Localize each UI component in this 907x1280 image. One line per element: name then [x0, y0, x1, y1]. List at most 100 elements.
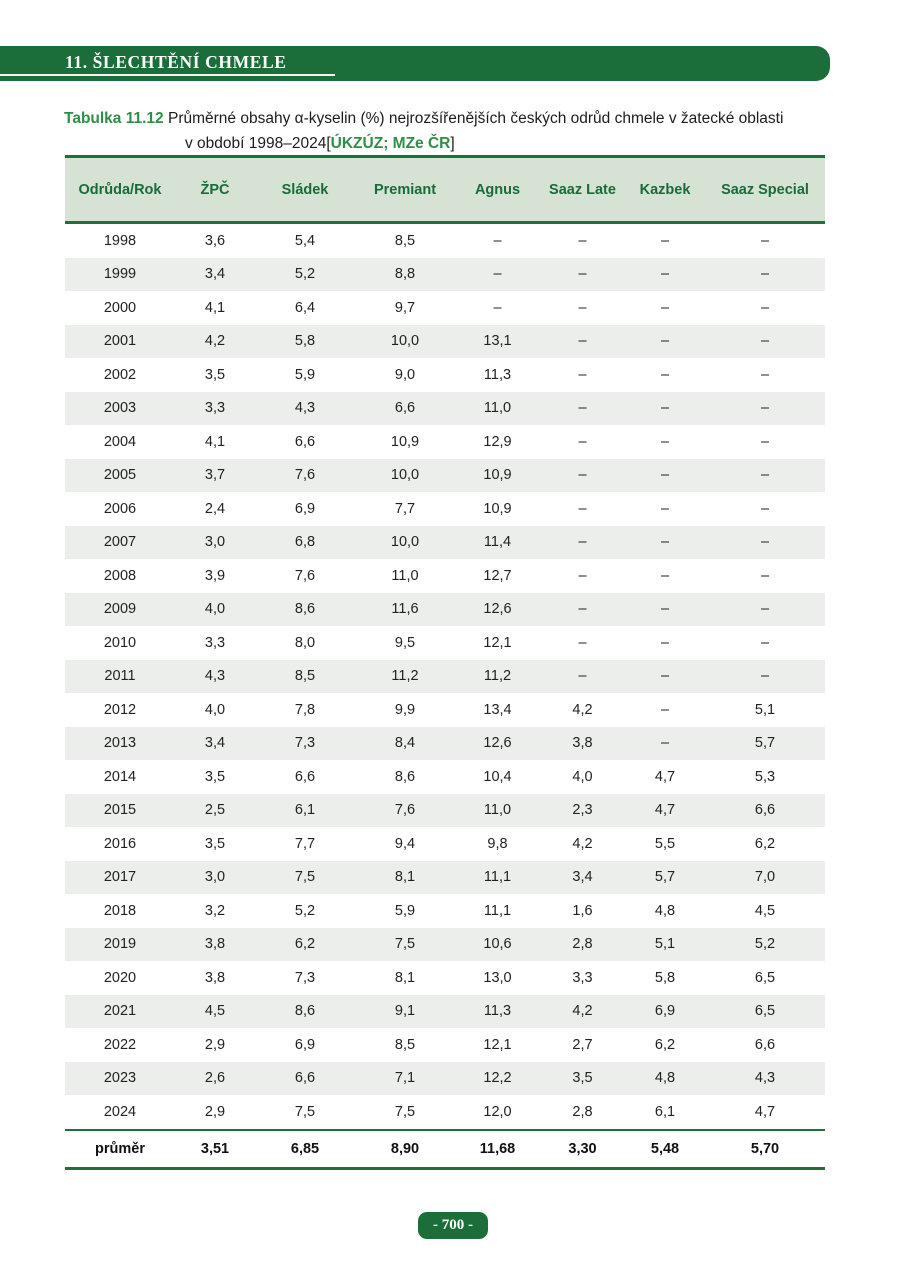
value-cell: – [493, 299, 502, 316]
value-cell: 6,2 [294, 936, 316, 953]
year-cell: 2004 [103, 433, 137, 450]
value-cell: 3,5 [572, 1070, 593, 1087]
value-cell: 4,0 [204, 601, 226, 618]
value-cell: 10,9 [483, 467, 512, 484]
value-cell: 9,4 [394, 835, 416, 852]
value-cell: 10,4 [483, 768, 512, 785]
value-cell: – [660, 634, 670, 651]
value-cell: – [578, 567, 587, 584]
value-cell: 7,0 [754, 869, 776, 886]
column-header: ŽPČ [175, 155, 255, 224]
table-row: 2021 4,5 8,6 9,1 11,3 4,2 6,9 6,5 [65, 994, 825, 1028]
value-cell: – [578, 433, 587, 450]
value-cell: 10,0 [390, 534, 420, 551]
value-cell: 5,2 [294, 902, 316, 919]
value-cell: – [578, 232, 587, 249]
page-number-badge: - 700 - [418, 1212, 488, 1239]
value-cell: 8,1 [394, 969, 416, 986]
value-cell: – [578, 467, 587, 484]
value-cell: 4,8 [654, 902, 676, 919]
table-row: 2020 3,8 7,3 8,1 13,0 3,3 5,8 6,5 [65, 961, 825, 995]
value-cell: 2,9 [204, 1036, 226, 1053]
value-cell: 5,2 [294, 266, 316, 283]
value-cell: 3,8 [572, 735, 593, 752]
column-header: Premiant [355, 155, 455, 224]
value-cell: 8,5 [294, 668, 316, 685]
value-cell: 9,5 [394, 634, 416, 651]
value-cell: – [578, 333, 587, 350]
value-cell: 6,9 [294, 500, 316, 517]
table-row: 2012 4,0 7,8 9,9 13,4 4,2 – 5,1 [65, 693, 825, 727]
value-cell: 11,0 [391, 567, 419, 584]
value-cell: 8,0 [294, 634, 316, 651]
table-caption-text: Průměrné obsahy α-kyselin (%) nejrozšíře… [167, 110, 784, 127]
value-cell: – [493, 232, 502, 249]
year-cell: 2005 [103, 467, 137, 484]
value-cell: – [760, 299, 770, 316]
value-cell: – [660, 232, 670, 249]
column-header: Agnus [455, 155, 540, 224]
value-cell: – [760, 400, 770, 417]
value-cell: – [760, 567, 770, 584]
caption-bracket-close: ] [450, 135, 455, 152]
year-cell: 2001 [103, 333, 137, 350]
table-row: 2022 2,9 6,9 8,5 12,1 2,7 6,2 6,6 [65, 1028, 825, 1062]
value-cell: 7,6 [294, 467, 316, 484]
year-cell: 2012 [103, 701, 137, 718]
value-cell: – [578, 400, 587, 417]
year-cell: 2008 [103, 567, 137, 584]
table-row: 2000 4,1 6,4 9,7 – – – – [65, 291, 825, 325]
value-cell: 8,4 [394, 735, 416, 752]
value-cell: 4,0 [572, 768, 593, 785]
value-cell: 12,1 [483, 634, 512, 651]
value-cell: 6,6 [294, 433, 316, 450]
value-cell: 11,0 [483, 802, 512, 819]
value-cell: – [660, 668, 670, 685]
value-cell: 7,5 [394, 936, 416, 953]
value-cell: 12,6 [483, 735, 512, 752]
value-cell: – [760, 266, 770, 283]
value-cell: 11,1 [483, 869, 512, 886]
year-cell: 2020 [103, 969, 137, 986]
value-cell: 5,9 [394, 902, 416, 919]
value-cell: – [660, 534, 670, 551]
value-cell: – [660, 500, 670, 517]
value-cell: 7,3 [294, 969, 316, 986]
value-cell: 4,7 [654, 802, 676, 819]
value-cell: 2,3 [572, 802, 593, 819]
caption-source: ÚKZÚZ; MZe ČR [330, 135, 451, 152]
value-cell: 6,6 [294, 768, 316, 785]
year-cell: 2023 [103, 1070, 137, 1087]
value-cell: – [760, 634, 770, 651]
value-cell: 10,9 [390, 433, 420, 450]
value-cell: 6,2 [654, 1036, 676, 1053]
value-cell: 11,3 [483, 366, 512, 383]
value-cell: 12,7 [483, 567, 512, 584]
value-cell: 3,0 [204, 534, 226, 551]
value-cell: – [760, 534, 770, 551]
value-cell: 12,0 [483, 1103, 512, 1120]
value-cell: 5,2 [754, 936, 776, 953]
table-row: 2001 4,2 5,8 10,0 13,1 – – – [65, 324, 825, 358]
average-value-cell: 3,30 [540, 1128, 625, 1170]
value-cell: 6,9 [654, 1003, 676, 1020]
value-cell: 2,8 [572, 1103, 593, 1120]
table-row: 2006 2,4 6,9 7,7 10,9 – – – [65, 492, 825, 526]
table-row: 2016 3,5 7,7 9,4 9,8 4,2 5,5 6,2 [65, 827, 825, 861]
value-cell: 3,5 [204, 835, 226, 852]
year-cell: 2021 [103, 1003, 137, 1020]
value-cell: 12,9 [483, 433, 512, 450]
value-cell: 6,8 [294, 534, 316, 551]
alpha-acids-table: Odrůda/Rok ŽPČ Sládek Premiant Agnus Saaz Lat… [65, 155, 825, 1170]
table-row: 2005 3,7 7,6 10,0 10,9 – – – [65, 458, 825, 492]
value-cell: 1,6 [572, 902, 593, 919]
value-cell: 4,0 [204, 701, 226, 718]
value-cell: 5,5 [654, 835, 676, 852]
value-cell: 5,4 [294, 232, 316, 249]
table-row: 2011 4,3 8,5 11,2 11,2 – – – [65, 659, 825, 693]
caption-period-text: v období 1998–2024[ [185, 135, 331, 152]
average-value-cell: 5,70 [705, 1128, 825, 1170]
header-underline [0, 74, 335, 76]
value-cell: – [578, 500, 587, 517]
value-cell: – [660, 567, 670, 584]
